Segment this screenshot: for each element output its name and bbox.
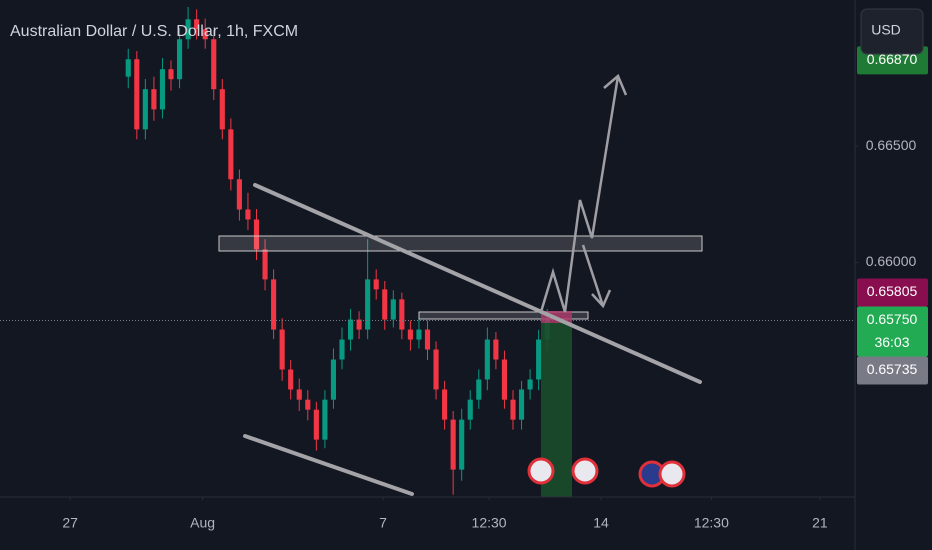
- candle-body: [202, 29, 208, 40]
- candle-body: [262, 249, 268, 280]
- candle-body: [125, 59, 131, 77]
- candle-body: [442, 389, 448, 420]
- candle-body: [271, 279, 277, 330]
- projection-arrow: [581, 244, 605, 307]
- candle-body: [185, 19, 191, 40]
- candle-body: [518, 389, 525, 420]
- candle-body: [211, 39, 217, 90]
- candle-body: [484, 339, 490, 380]
- price-label: 0.66870: [867, 51, 918, 67]
- x-tick-label: 12:30: [694, 515, 729, 531]
- currency-label: USD: [871, 22, 901, 38]
- candle-body: [305, 399, 311, 410]
- trend-line: [243, 434, 414, 496]
- candle-body: [228, 129, 234, 180]
- candle-body: [245, 209, 251, 220]
- candle-body: [151, 89, 157, 110]
- candle-body: [493, 339, 499, 360]
- candle-body: [194, 19, 200, 30]
- event-icons: [527, 457, 686, 488]
- candle-body: [279, 329, 285, 370]
- candle-body: [236, 179, 242, 210]
- candle-body: [424, 329, 431, 350]
- price-label: 0.65735: [867, 361, 918, 377]
- plot-area: [0, 6, 855, 495]
- event-flag[interactable]: [571, 457, 599, 485]
- candle-body: [134, 59, 140, 130]
- candle-body: [467, 399, 473, 420]
- candle-body: [322, 399, 328, 440]
- candle-body: [356, 319, 362, 330]
- price-label: 0.65805: [867, 283, 918, 299]
- y-tick-label: 0.66000: [866, 253, 917, 269]
- resistance-zone: [218, 235, 703, 252]
- candle-body: [399, 299, 405, 330]
- candle-body: [142, 89, 148, 130]
- candle-body: [459, 419, 465, 470]
- drawings: [218, 73, 703, 497]
- arrow-head: [591, 289, 612, 309]
- candle-body: [296, 389, 302, 400]
- trend-line: [253, 183, 702, 384]
- candle-body: [536, 339, 542, 380]
- x-tick-label: 27: [62, 515, 78, 531]
- candle-body: [159, 69, 166, 110]
- projection-arrow: [539, 75, 620, 313]
- x-tick-label: 7: [379, 515, 387, 531]
- candle-body: [501, 359, 508, 400]
- price-label-box: [857, 278, 928, 307]
- x-tick-label: Aug: [190, 515, 215, 531]
- y-tick-label: 0.66500: [866, 137, 917, 153]
- candle-body: [168, 69, 174, 80]
- countdown-label: 36:03: [874, 334, 909, 350]
- event-flag[interactable]: [658, 460, 686, 488]
- candle-body: [390, 299, 396, 320]
- currency-button[interactable]: [860, 8, 924, 55]
- candle-body: [476, 379, 482, 400]
- candle-body: [288, 369, 294, 390]
- candle-body: [339, 339, 345, 360]
- price-label: 0.65750: [867, 311, 918, 327]
- candle-body: [382, 289, 388, 320]
- candle-body: [450, 419, 456, 470]
- candle-body: [176, 39, 183, 80]
- chart-title: Australian Dollar / U.S. Dollar, 1h, FXC…: [10, 23, 298, 40]
- x-tick-label: 12:30: [472, 515, 507, 531]
- candle-body: [219, 89, 225, 130]
- candle-body: [330, 359, 337, 400]
- candle-body: [365, 279, 371, 330]
- event-flag[interactable]: [527, 457, 555, 485]
- candle-body: [347, 319, 354, 340]
- x-tick-label: 14: [593, 515, 609, 531]
- candle-body: [416, 329, 422, 340]
- candle-body: [407, 329, 413, 340]
- price-label-box: [857, 356, 928, 385]
- candle-body: [253, 219, 260, 250]
- candle-body: [510, 399, 516, 420]
- arrow-head: [603, 73, 628, 96]
- price-label-box: [857, 306, 928, 357]
- candle-body: [433, 349, 439, 390]
- candle-body: [527, 379, 533, 390]
- candle-body: [373, 279, 379, 290]
- candle-body: [313, 409, 319, 440]
- support-zone: [418, 311, 589, 320]
- x-tick-label: 21: [812, 515, 828, 531]
